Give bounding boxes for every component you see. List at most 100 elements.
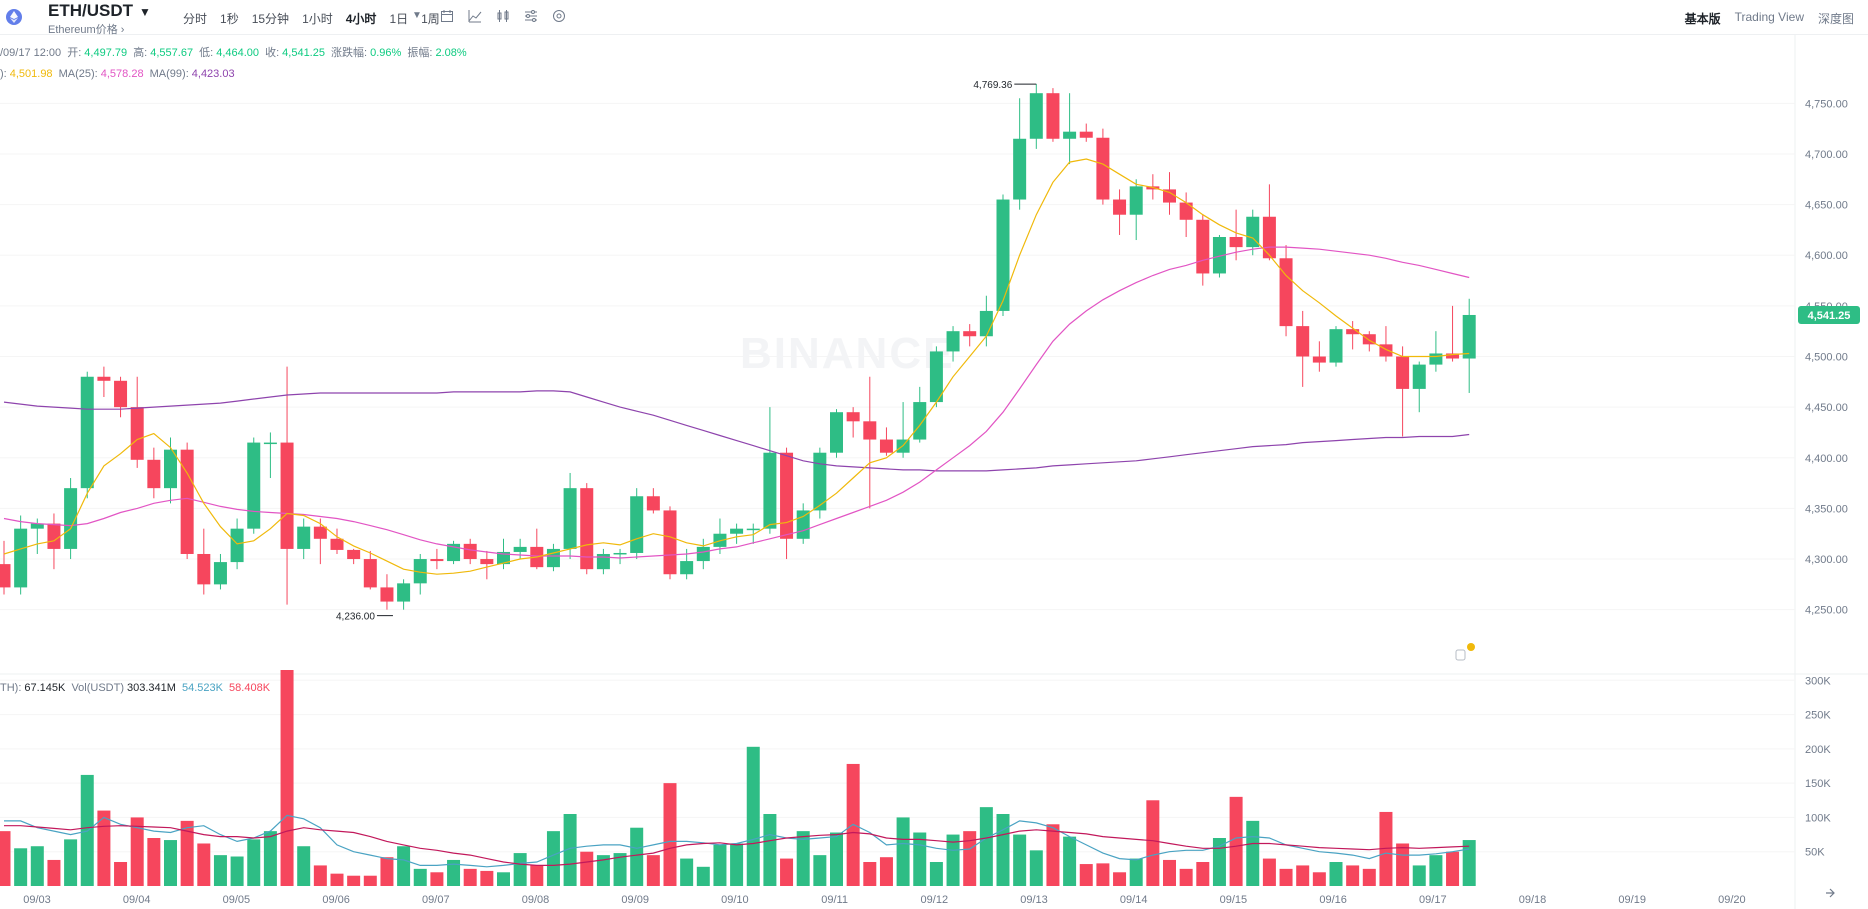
candle-body (47, 523, 61, 549)
volume-bar (680, 858, 694, 886)
price-axis-label: 4,450.00 (1805, 402, 1848, 414)
date-axis-label: 09/06 (322, 894, 350, 906)
candle-body (347, 549, 361, 560)
volume-bar (530, 865, 544, 886)
symbol-dropdown-icon[interactable]: ▼ (139, 5, 151, 19)
volume-bar (297, 846, 311, 886)
candle-body (1163, 189, 1176, 203)
current-price-tag (1798, 305, 1860, 324)
volume-bar (280, 670, 294, 886)
interval-tab-1h[interactable]: 1小时 (302, 12, 333, 26)
candle-body (996, 199, 1010, 311)
view-basic-tab[interactable]: 基本版 (1684, 12, 1721, 26)
volume-bar (1362, 868, 1376, 886)
candle-body (430, 559, 444, 562)
view-switcher: 基本版 Trading View 深度图 (1685, 10, 1854, 27)
date-axis-label: 09/19 (1618, 894, 1646, 906)
open-value: 4,497.79 (84, 47, 128, 59)
candle-body (1179, 202, 1193, 220)
more-intervals-icon[interactable]: ▼ (412, 10, 422, 21)
interval-tab-1s[interactable]: 1秒 (220, 12, 239, 26)
candle-body (1096, 137, 1110, 200)
ohlc-time: /09/17 12:00 (0, 47, 62, 59)
high-marker-label: 4,769.36 (973, 80, 1012, 91)
volume-bar (14, 848, 28, 886)
volume-bar (0, 831, 11, 886)
candle-body (680, 561, 694, 575)
ma25-line (3, 246, 1470, 559)
view-tradingview-tab[interactable]: Trading View (1734, 10, 1804, 24)
candle-body (413, 559, 427, 584)
candle-body (830, 412, 843, 453)
symbol-subtitle-link[interactable]: Ethereum价格 › (48, 24, 125, 36)
change-label: 涨跌幅: (331, 47, 368, 59)
candle-body (913, 402, 927, 440)
indicator-icon[interactable] (468, 9, 482, 23)
interval-tab-15m[interactable]: 15分钟 (251, 12, 290, 26)
low-marker-label: 4,236.00 (336, 612, 375, 623)
date-axis-label: 09/18 (1519, 894, 1547, 906)
price-axis-label: 4,700.00 (1805, 149, 1848, 161)
low-value: 4,464.00 (216, 47, 260, 59)
price-axis-label: 4,650.00 (1805, 200, 1848, 212)
candle-body (946, 331, 960, 352)
candle-body (563, 488, 577, 549)
ma25-value: 4,578.28 (100, 68, 144, 80)
volume-bar (963, 831, 977, 886)
candle-body (780, 452, 794, 539)
symbol-title[interactable]: ETH/USDT (48, 1, 133, 20)
volume-bar (663, 783, 677, 886)
date-axis-label: 09/09 (621, 894, 649, 906)
candle-body (230, 528, 244, 563)
price-axis-label: 4,750.00 (1805, 98, 1848, 110)
date-axis-label: 09/08 (522, 894, 550, 906)
volume-bar (563, 814, 577, 886)
volume-bar (946, 834, 960, 886)
settings-sliders-icon[interactable] (524, 9, 538, 23)
date-axis-label: 09/20 (1718, 894, 1746, 906)
ma7-line (3, 158, 1470, 575)
interval-tab-1w[interactable]: 1周 (421, 12, 440, 26)
volume-bar (1013, 834, 1027, 886)
candle-body (879, 439, 893, 453)
volume-bar (580, 851, 594, 886)
candle-type-icon[interactable] (496, 9, 510, 23)
volume-bar (1412, 865, 1426, 886)
interval-tab-1d[interactable]: 1日 (389, 12, 409, 26)
candle-body (1246, 216, 1260, 248)
candle-body (180, 449, 194, 554)
volume-bar (164, 840, 177, 886)
volume-bar (1212, 838, 1226, 886)
volume-axis-label: 300K (1805, 675, 1831, 687)
gear-icon[interactable] (552, 9, 566, 23)
candle-body (497, 551, 510, 565)
volume-ma5-line (4, 814, 1470, 868)
ma-info-row: ): 4,501.98 MA(25): 4,578.28 MA(99): 4,423.… (0, 68, 238, 80)
volume-bar (1312, 872, 1326, 886)
volume-bar (713, 844, 727, 886)
candle-body (363, 559, 377, 588)
volume-bar (413, 868, 427, 886)
interval-tab-4h[interactable]: 4小时 (345, 12, 377, 26)
volume-bar (447, 859, 461, 886)
volume-bar (813, 855, 827, 886)
candle-body (580, 488, 594, 570)
candle-body (846, 412, 860, 422)
date-axis-label: 09/14 (1120, 894, 1148, 906)
calendar-icon[interactable] (440, 9, 454, 23)
volume-bar (430, 872, 444, 886)
ma25-label: MA(25): (58, 68, 98, 80)
date-axis-label: 09/15 (1220, 894, 1248, 906)
candle-body (213, 562, 227, 585)
view-depth-tab[interactable]: 深度图 (1817, 12, 1854, 26)
interval-tab-timeline[interactable]: 分时 (183, 12, 208, 26)
volume-bar (1329, 862, 1343, 886)
candle-body (1429, 353, 1443, 365)
candle-body (1446, 353, 1460, 359)
alert-dot-icon (1467, 643, 1475, 651)
volume-bar (1079, 864, 1093, 886)
price-axis-label: 4,350.00 (1805, 503, 1848, 515)
volume-bar (1129, 858, 1143, 886)
candle-body (796, 510, 810, 539)
